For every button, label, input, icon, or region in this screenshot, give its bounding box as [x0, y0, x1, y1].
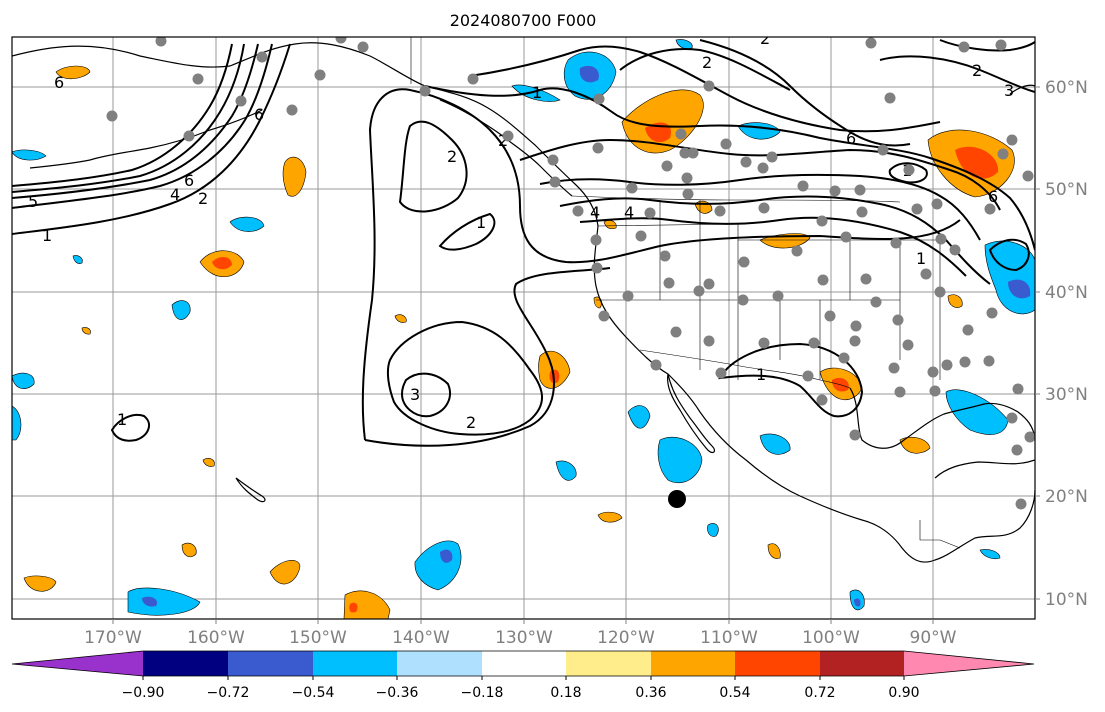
contour-label: 2: [447, 147, 457, 166]
colorbar-segment: [313, 651, 397, 676]
contour-label: 6: [988, 187, 998, 206]
colorbar-tick-label: −0.36: [376, 685, 419, 701]
lon-label: 140°W: [392, 628, 450, 648]
contour-label: 1: [916, 249, 926, 268]
axis-ticks: [112, 86, 1040, 624]
colorbar-segment: [820, 651, 904, 676]
colorbar-segment: [228, 651, 313, 676]
colorbar-tick-label: 0.72: [804, 685, 835, 701]
lon-label: 130°W: [495, 628, 553, 648]
lat-label: 60°N: [1045, 78, 1088, 98]
contour-label: 3: [410, 385, 420, 404]
contour-label: 1: [476, 213, 486, 232]
colorbar-segment: [12, 651, 143, 676]
contour-lines: [12, 39, 1035, 447]
lon-label: 150°W: [289, 628, 347, 648]
lat-label: 20°N: [1045, 487, 1088, 507]
contour-label: 2: [498, 131, 508, 150]
colorbar-segment: [735, 651, 820, 676]
contour-label: 1: [532, 83, 542, 102]
station-markers: [106, 37, 1035, 510]
contour-label: 2: [466, 413, 476, 432]
map-panel: 5 6 4 6 2 1 2 2 1 3 2 1 1 2 2 6 4 1 1 6 …: [12, 29, 1035, 619]
map-title: 2024080700 F000: [450, 11, 597, 30]
contour-label: 6: [184, 171, 194, 190]
lon-label: 90°W: [910, 628, 957, 648]
longitude-labels: 170°W 160°W 150°W 140°W 130°W 120°W 110°…: [84, 628, 957, 648]
contour-label: 3: [1004, 81, 1014, 100]
lat-label: 10°N: [1045, 590, 1088, 610]
contour-label: 4: [170, 185, 180, 204]
colorbar-tick-label: 0.90: [888, 685, 919, 701]
contour-label: 1: [117, 410, 127, 429]
contour-label: 2: [972, 61, 982, 80]
colorbar-tick-label: −0.54: [292, 685, 335, 701]
colorbar-segment: [482, 651, 566, 676]
contour-label: 6: [254, 105, 264, 124]
colorbar-tick-label: −0.18: [461, 685, 504, 701]
contour-label: 1: [42, 226, 52, 245]
lon-label: 120°W: [597, 628, 655, 648]
contour-label: 6: [54, 73, 64, 92]
colorbar-tick-label: 0.54: [719, 685, 750, 701]
hurricane-marker: [668, 490, 686, 508]
contour-label: 2: [760, 29, 770, 48]
contour-label: 4: [590, 203, 600, 222]
colorbar: −0.90 −0.72 −0.54 −0.36 −0.18 0.18 0.36 …: [11, 650, 1035, 701]
colorbar-tick-label: 0.36: [635, 685, 666, 701]
contour-label-group: 5 6 4 6 2 1 2 2 1 3 2 1 1 2 2 6 4 1 1 6 …: [28, 29, 1014, 432]
graticule: [12, 37, 1035, 619]
colorbar-segment: [397, 651, 482, 676]
colorbar-segment: [566, 651, 651, 676]
lat-label: 30°N: [1045, 385, 1088, 405]
colorbar-tick-label: 0.18: [550, 685, 581, 701]
colorbar-segment: [904, 651, 1034, 676]
lat-label: 50°N: [1045, 180, 1088, 200]
latitude-labels: 60°N 50°N 40°N 30°N 20°N 10°N: [1045, 78, 1088, 610]
contour-label: 1: [756, 365, 766, 384]
lon-label: 160°W: [187, 628, 245, 648]
contour-label: 4: [624, 203, 634, 222]
contour-label: 2: [702, 53, 712, 72]
lon-label: 110°W: [700, 628, 758, 648]
colorbar-tick-label: −0.90: [122, 685, 165, 701]
colorbar-segment: [651, 651, 735, 676]
contour-label: 6: [846, 129, 856, 148]
lon-label: 170°W: [84, 628, 142, 648]
contour-label: 5: [28, 192, 38, 211]
colorbar-segment: [143, 651, 228, 676]
lat-label: 40°N: [1045, 283, 1088, 303]
lon-label: 100°W: [802, 628, 860, 648]
contour-label: 2: [198, 189, 208, 208]
colorbar-tick-label: −0.72: [207, 685, 250, 701]
